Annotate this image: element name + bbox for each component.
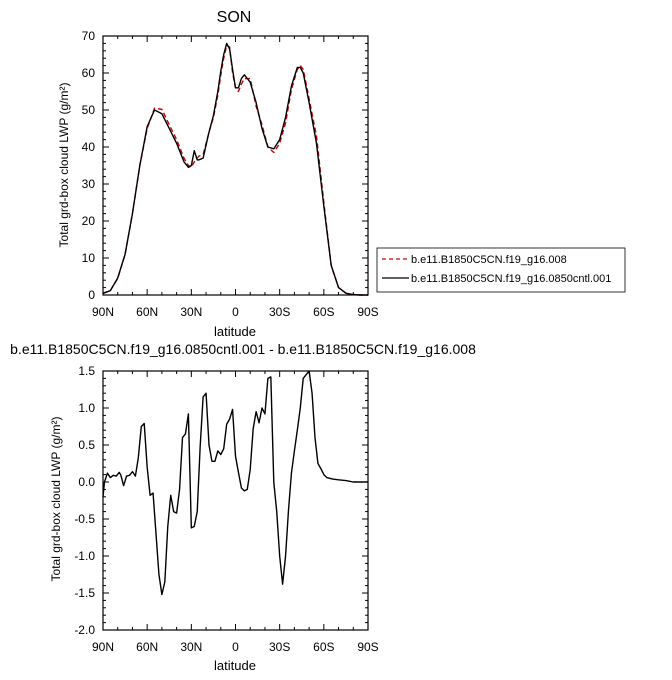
- bottom-y-tick-label: 0.0: [78, 475, 95, 489]
- bottom-y-tick-label: -2.0: [74, 623, 95, 637]
- top-y-tick-label: 60: [82, 66, 96, 80]
- bottom-x-tick-label: 30S: [269, 640, 290, 654]
- top-x-tick-label: 0: [232, 305, 239, 319]
- bottom-x-axis-label: latitude: [214, 658, 256, 673]
- bottom-series: [102, 370, 368, 596]
- top-y-tick-label: 0: [88, 288, 95, 302]
- top-x-tick-label: 30N: [180, 305, 202, 319]
- top-x-tick-label: 90S: [357, 305, 378, 319]
- bottom-y-tick-label: 1.5: [78, 364, 95, 378]
- top-x-tick-label: 60N: [136, 305, 158, 319]
- top-x-tick-label: 90N: [92, 305, 114, 319]
- top-chart-title: SON: [217, 9, 252, 26]
- top-y-tick-label: 40: [82, 140, 96, 154]
- top-y-axis-label: Total grd-box cloud LWP (g/m²): [57, 83, 71, 248]
- top-ticks: 90N 60N 30N 0 30S 60S 90S 0 10 20 30 40 50 60 70: [82, 29, 379, 319]
- top-plot-frame: [102, 35, 369, 296]
- bottom-y-tick-label: -1.5: [74, 586, 95, 600]
- bottom-x-tick-label: 0: [232, 640, 239, 654]
- top-x-tick-label: 30S: [269, 305, 290, 319]
- top-y-tick-label: 30: [82, 177, 96, 191]
- bottom-x-tick-label: 60S: [313, 640, 334, 654]
- legend-label-series-1: b.e11.B1850C5CN.f19_g16.008: [411, 254, 567, 266]
- top-x-tick-label: 60S: [313, 305, 334, 319]
- bottom-chart-title: b.e11.B1850C5CN.f19_g16.0850cntl.001 - b…: [10, 341, 476, 357]
- top-series-line-1: [102, 44, 368, 296]
- top-series: [102, 42, 368, 296]
- bottom-y-tick-label: 1.0: [78, 401, 95, 415]
- legend: b.e11.B1850C5CN.f19_g16.008 b.e11.B1850C…: [376, 247, 626, 293]
- bottom-x-tick-label: 60N: [136, 640, 158, 654]
- top-y-tick-label: 70: [82, 29, 96, 43]
- bottom-ticks: 90N 60N 30N 0 30S 60S 90S -2.0 -1.5 -1.0 -0.5 0.0 0.…: [74, 364, 378, 654]
- bottom-y-tick-label: -1.0: [74, 549, 95, 563]
- top-panel: SON 90N 60N 30N 0 30S 60S 90S 0 10 20 30 40 50 60 70 l…: [57, 9, 626, 339]
- bottom-panel: b.e11.B1850C5CN.f19_g16.0850cntl.001 - b…: [10, 341, 476, 673]
- top-y-tick-label: 10: [82, 251, 96, 265]
- bottom-plot-frame: [102, 370, 369, 631]
- bottom-y-axis-label: Total grd-box cloud LWP (g/m²): [49, 417, 63, 582]
- bottom-series-line-1: [102, 370, 368, 596]
- legend-label-series-2: b.e11.B1850C5CN.f19_g16.0850cntl.001: [411, 273, 611, 285]
- bottom-y-tick-label: -0.5: [74, 512, 95, 526]
- legend-box: [376, 247, 626, 293]
- bottom-x-tick-label: 90N: [92, 640, 114, 654]
- bottom-x-tick-label: 30N: [180, 640, 202, 654]
- bottom-y-tick-label: 0.5: [78, 438, 95, 452]
- bottom-x-tick-label: 90S: [357, 640, 378, 654]
- top-y-tick-label: 20: [82, 214, 96, 228]
- top-y-tick-label: 50: [82, 103, 96, 117]
- top-x-axis-label: latitude: [214, 324, 256, 339]
- top-series-line-2: [102, 42, 368, 296]
